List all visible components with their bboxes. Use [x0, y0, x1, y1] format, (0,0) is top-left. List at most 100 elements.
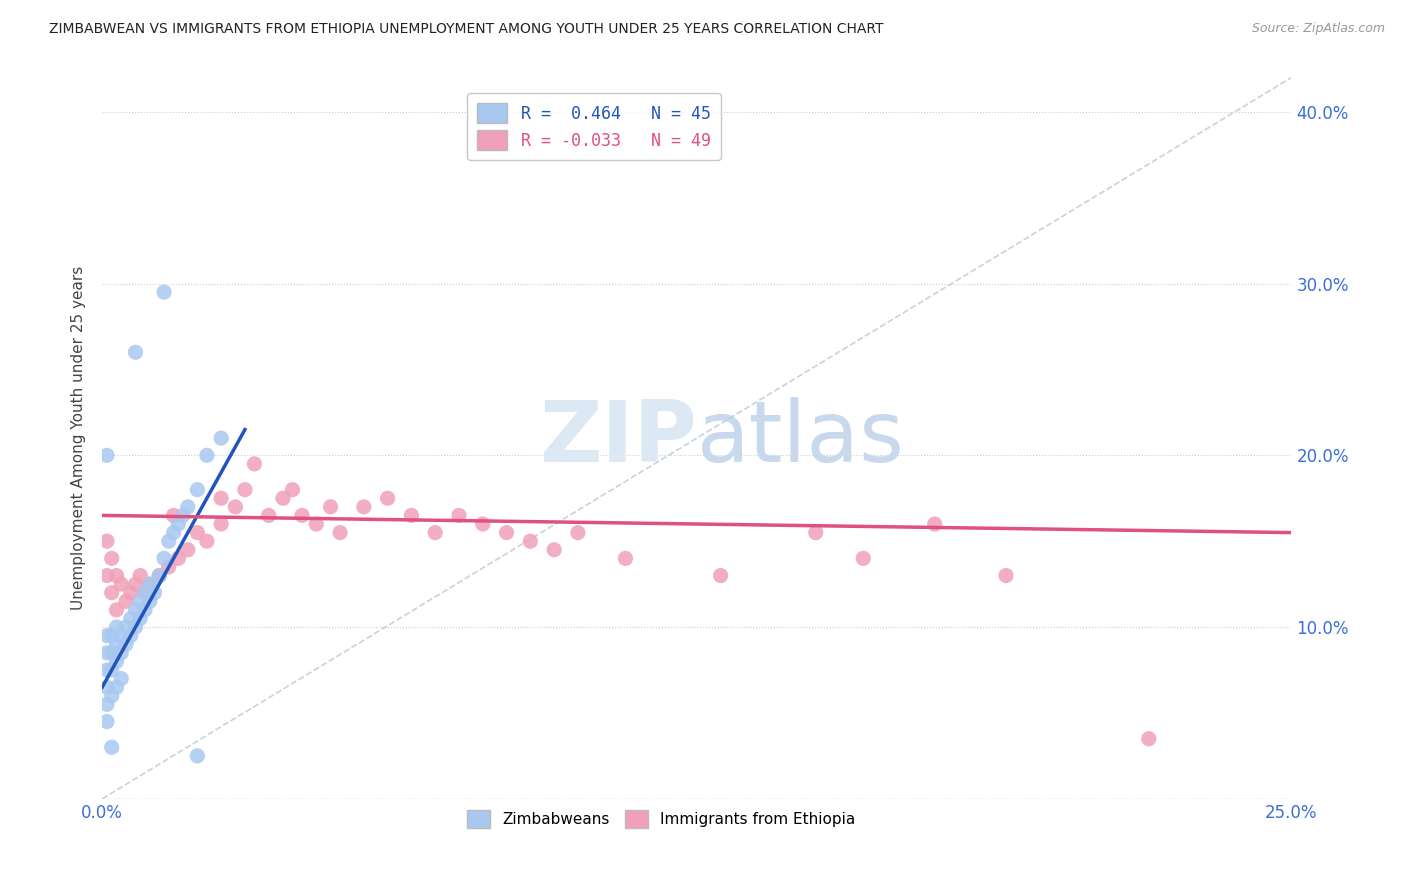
Point [153, 285, 176, 300]
Point [471, 516, 494, 531]
Point [110, 629, 132, 643]
Point [129, 568, 152, 582]
Point [710, 568, 733, 582]
Point [120, 611, 142, 625]
Point [100, 646, 122, 660]
Point [167, 516, 190, 531]
Point [100, 689, 122, 703]
Point [96, 629, 118, 643]
Point [124, 577, 146, 591]
Point [96, 680, 118, 694]
Point [124, 603, 146, 617]
Y-axis label: Unemployment Among Youth under 25 years: Unemployment Among Youth under 25 years [72, 266, 86, 610]
Point [167, 551, 190, 566]
Point [139, 577, 162, 591]
Point [519, 534, 541, 549]
Point [110, 672, 132, 686]
Point [129, 611, 152, 625]
Point [148, 568, 170, 582]
Point [172, 508, 194, 523]
Point [100, 740, 122, 755]
Point [100, 663, 122, 677]
Point [995, 568, 1018, 582]
Point [224, 500, 246, 514]
Point [162, 508, 184, 523]
Point [143, 585, 166, 599]
Point [281, 483, 304, 497]
Point [257, 508, 280, 523]
Point [105, 620, 128, 634]
Point [115, 620, 138, 634]
Point [614, 551, 637, 566]
Point [447, 508, 470, 523]
Point [105, 680, 128, 694]
Point [96, 534, 118, 549]
Point [209, 491, 232, 506]
Point [100, 585, 122, 599]
Text: ZIP: ZIP [538, 397, 697, 480]
Point [153, 551, 176, 566]
Point [329, 525, 352, 540]
Point [924, 516, 946, 531]
Point [319, 500, 342, 514]
Point [105, 655, 128, 669]
Point [177, 542, 200, 557]
Point [305, 516, 328, 531]
Point [105, 568, 128, 582]
Point [139, 594, 162, 608]
Point [124, 345, 146, 359]
Point [157, 560, 180, 574]
Point [139, 577, 162, 591]
Point [134, 585, 156, 599]
Point [567, 525, 589, 540]
Point [401, 508, 423, 523]
Point [120, 585, 142, 599]
Point [186, 483, 208, 497]
Point [96, 646, 118, 660]
Point [353, 500, 375, 514]
Legend: Zimbabweans, Immigrants from Ethiopia: Zimbabweans, Immigrants from Ethiopia [461, 804, 862, 835]
Point [177, 500, 200, 514]
Point [120, 629, 142, 643]
Point [157, 534, 180, 549]
Point [148, 568, 170, 582]
Point [124, 620, 146, 634]
Point [1137, 731, 1160, 746]
Point [110, 577, 132, 591]
Point [377, 491, 399, 506]
Point [195, 448, 218, 462]
Point [543, 542, 565, 557]
Point [100, 629, 122, 643]
Point [162, 525, 184, 540]
Point [115, 594, 138, 608]
Point [209, 431, 232, 445]
Point [186, 748, 208, 763]
Point [96, 714, 118, 729]
Point [110, 646, 132, 660]
Point [134, 603, 156, 617]
Text: atlas: atlas [697, 397, 905, 480]
Text: Source: ZipAtlas.com: Source: ZipAtlas.com [1251, 22, 1385, 36]
Point [195, 534, 218, 549]
Point [243, 457, 266, 471]
Point [291, 508, 314, 523]
Point [495, 525, 517, 540]
Point [271, 491, 294, 506]
Point [852, 551, 875, 566]
Point [96, 568, 118, 582]
Point [115, 637, 138, 651]
Point [105, 603, 128, 617]
Point [100, 551, 122, 566]
Point [209, 516, 232, 531]
Point [105, 637, 128, 651]
Point [233, 483, 256, 497]
Point [186, 525, 208, 540]
Point [96, 663, 118, 677]
Text: ZIMBABWEAN VS IMMIGRANTS FROM ETHIOPIA UNEMPLOYMENT AMONG YOUTH UNDER 25 YEARS C: ZIMBABWEAN VS IMMIGRANTS FROM ETHIOPIA U… [49, 22, 884, 37]
Point [129, 594, 152, 608]
Point [804, 525, 827, 540]
Point [96, 698, 118, 712]
Point [425, 525, 447, 540]
Point [96, 448, 118, 462]
Point [134, 585, 156, 599]
